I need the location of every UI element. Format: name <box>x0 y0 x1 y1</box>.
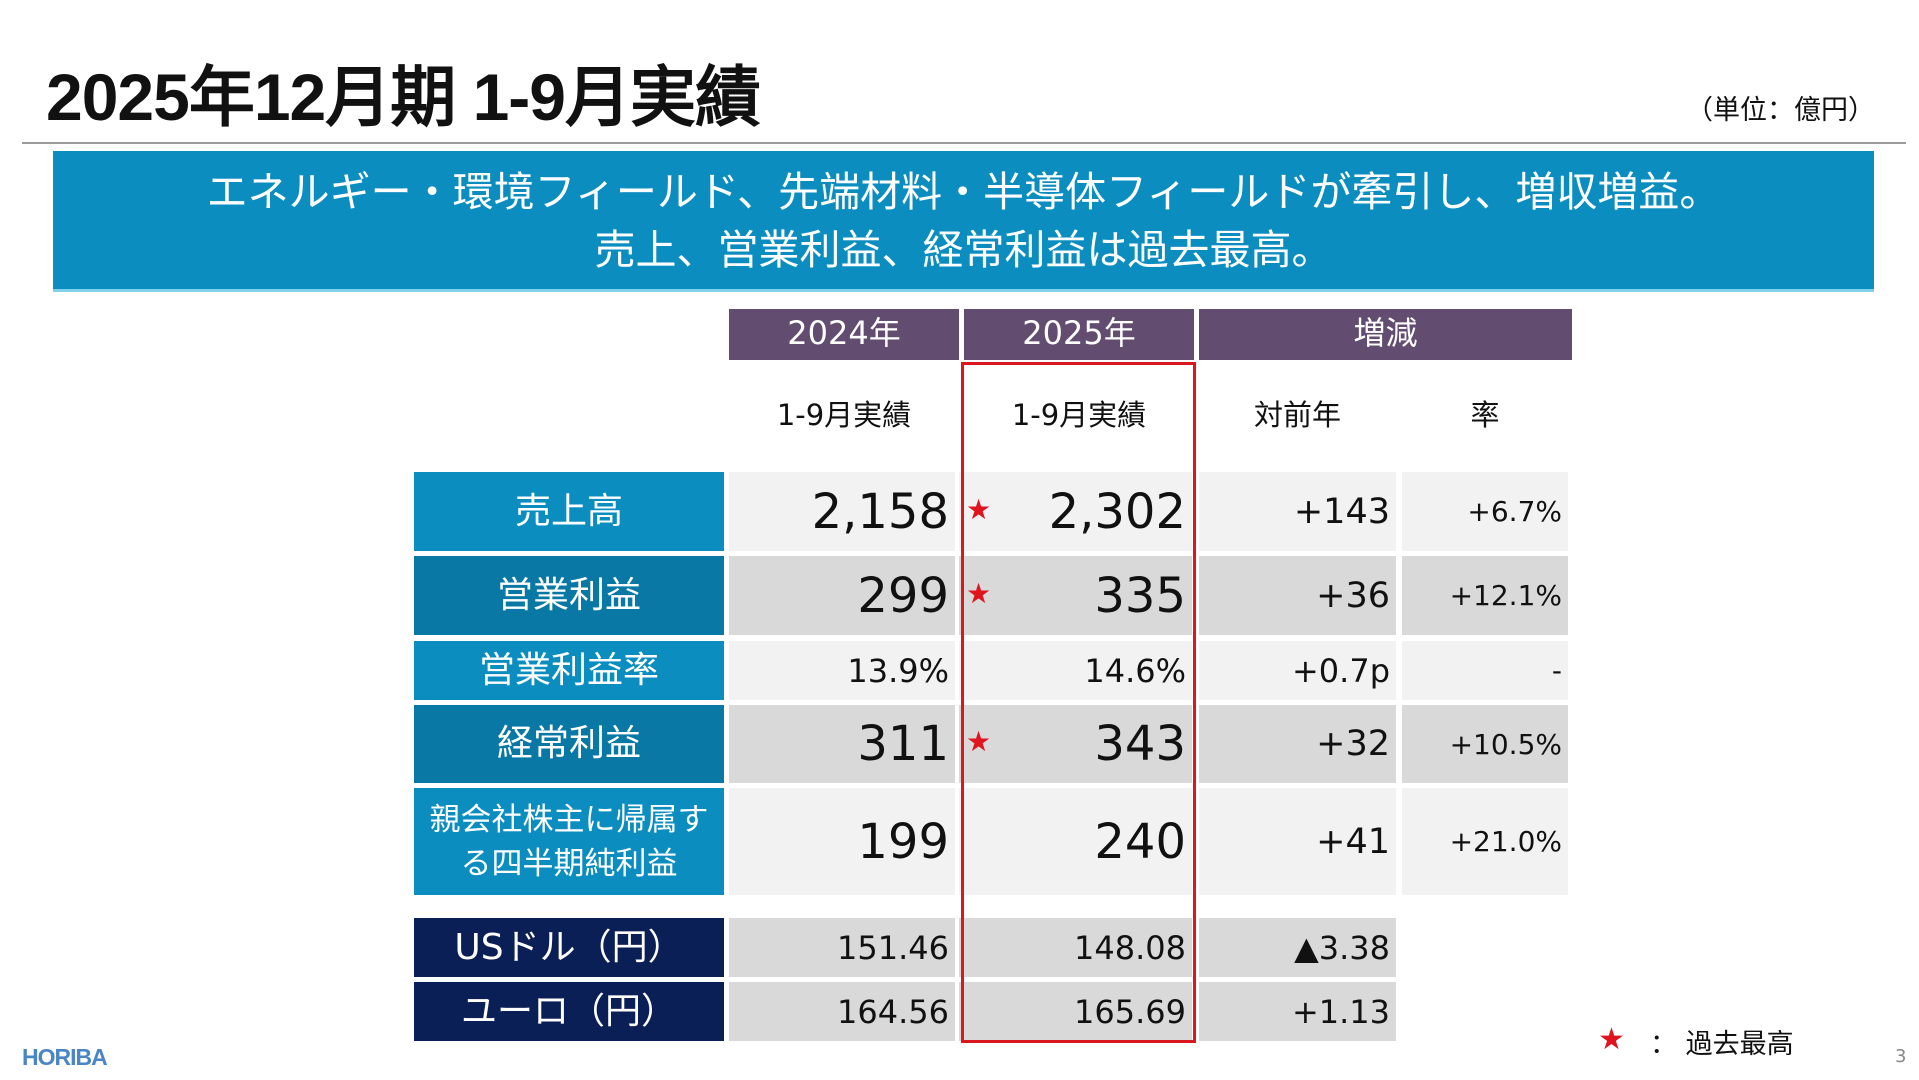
value-rate: +10.5% <box>1402 705 1568 783</box>
value-2024: 299 <box>729 556 955 635</box>
value-rate: - <box>1402 641 1568 700</box>
title-divider <box>22 142 1906 144</box>
value-rate: +21.0% <box>1402 788 1568 895</box>
value-2024: 13.9% <box>729 641 955 700</box>
header-2024: 2024年 <box>729 309 959 360</box>
header-change: 増減 <box>1199 309 1572 360</box>
value-2025: 14.6% <box>959 641 1192 700</box>
unit-label: （単位：億円） <box>1686 95 1875 126</box>
banner-line-1: エネルギー・環境フィールド、先端材料・半導体フィールドが牽引し、増収増益。 <box>206 168 1721 216</box>
value-yoy: +41 <box>1199 788 1396 895</box>
value-yoy: +143 <box>1199 472 1396 551</box>
page-title: 2025年12月期 1-9月実績 <box>46 60 761 134</box>
star-icon: ★ <box>966 725 992 758</box>
value-2025: 335 <box>959 556 1192 635</box>
subheader-2025: 1-9月実績 <box>1011 398 1147 432</box>
value-2025: 343 <box>959 705 1192 783</box>
row-label: ユーロ（円） <box>414 982 724 1041</box>
value-2025: 165.69 <box>959 982 1192 1041</box>
header-2025: 2025年 <box>964 309 1194 360</box>
value-2025: 148.08 <box>959 918 1192 977</box>
value-yoy: ▲3.38 <box>1199 918 1396 977</box>
row-label: 営業利益率 <box>414 641 724 700</box>
row-label: 親会社株主に帰属する四半期純利益 <box>414 788 724 895</box>
value-yoy: +36 <box>1199 556 1396 635</box>
legend-text: ： 過去最高 <box>1650 1029 1794 1060</box>
row-label: 経常利益 <box>414 705 724 783</box>
value-2024: 311 <box>729 705 955 783</box>
star-icon: ★ <box>966 492 992 526</box>
horiba-logo: HORIBA <box>22 1044 108 1070</box>
page-number: 3 <box>1895 1046 1907 1067</box>
row-label: USドル（円） <box>414 918 724 977</box>
subheader-2024: 1-9月実績 <box>776 398 912 432</box>
banner-line-2: 売上、営業利益、経常利益は過去最高。 <box>594 226 1333 274</box>
value-yoy: +32 <box>1199 705 1396 783</box>
value-2024: 199 <box>729 788 955 895</box>
value-yoy: +1.13 <box>1199 982 1396 1041</box>
summary-banner: エネルギー・環境フィールド、先端材料・半導体フィールドが牽引し、増収増益。 売上… <box>53 151 1874 292</box>
value-2025: 240 <box>959 788 1192 895</box>
value-2025: 2,302 <box>959 472 1192 551</box>
value-yoy: +0.7p <box>1199 641 1396 700</box>
row-label: 売上高 <box>414 472 724 551</box>
value-2024: 151.46 <box>729 918 955 977</box>
subheader-yoy: 対前年 <box>1253 398 1341 432</box>
star-icon: ★ <box>1598 1022 1625 1057</box>
row-label: 営業利益 <box>414 556 724 635</box>
value-rate: +12.1% <box>1402 556 1568 635</box>
value-rate: +6.7% <box>1402 472 1568 551</box>
subheader-rate: 率 <box>1470 398 1500 432</box>
value-2024: 2,158 <box>729 472 955 551</box>
star-icon: ★ <box>966 576 992 610</box>
value-2024: 164.56 <box>729 982 955 1041</box>
